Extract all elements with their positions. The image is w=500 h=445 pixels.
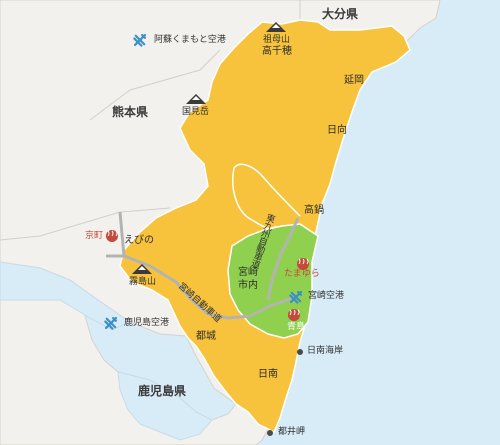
nichinan-coast-label: 日南海岸 xyxy=(307,346,344,356)
kagoshima-bay xyxy=(117,371,213,441)
oita-prefecture-label: 大分県 xyxy=(322,7,359,21)
toi-cape-dot xyxy=(267,430,273,436)
toi-cape-label: 都井岬 xyxy=(278,427,306,437)
hyuga-label: 日向 xyxy=(327,125,347,136)
nichinan-coast-dot xyxy=(297,349,303,355)
takachiho-label: 高千穂 xyxy=(262,46,292,57)
aoshima-onsen-label: 青島 xyxy=(287,322,306,332)
prefecture-border xyxy=(0,0,301,241)
miyazaki-city-label-2: 市内 xyxy=(238,280,258,291)
higashi-kyushu-expressway-line xyxy=(266,217,300,301)
kagoshima-prefecture-label: 鹿児島県 xyxy=(138,384,187,398)
miyazaki-airport-plane-icon xyxy=(289,290,303,304)
aoshima-onsen-icon xyxy=(288,309,300,321)
aso-kumamoto-airport-label: 阿蘇くまもと空港 xyxy=(154,35,226,45)
kirishima-mountain-icon xyxy=(132,264,152,274)
kagoshima-airport-plane-icon xyxy=(104,316,118,330)
nobeoka-label: 延岡 xyxy=(344,75,364,86)
takanabe-label: 高鍋 xyxy=(304,205,324,216)
kunimi-mountain-icon xyxy=(186,94,206,104)
miyazaki-city-label: 宮崎 xyxy=(238,267,258,278)
tamayura-onsen-icon xyxy=(297,258,309,270)
kyomachi-onsen-icon xyxy=(106,230,118,242)
tamayura-onsen-label: たまゆら xyxy=(284,269,320,279)
kunimi-mountain-label: 国見岳 xyxy=(182,107,210,117)
aso-kumamoto-airport-plane-icon xyxy=(133,33,147,47)
kyomachi-onsen-label: 京町 xyxy=(85,231,104,241)
kagoshima-airport-label: 鹿児島空港 xyxy=(124,318,170,328)
nichinan-label: 日南 xyxy=(258,369,278,380)
ebino-label: えびの xyxy=(124,235,154,246)
miyazaki-prefecture xyxy=(119,19,411,434)
miyazaki-expressway-line xyxy=(118,211,293,320)
miyazaki-airport-label: 宮崎空港 xyxy=(308,291,345,301)
sobo-mountain-icon xyxy=(266,22,286,32)
kirishima-mountain-label: 霧島山 xyxy=(129,277,157,287)
western-coast xyxy=(0,261,132,331)
miyakonojo-label: 都城 xyxy=(196,331,216,342)
kumamoto-prefecture-label: 熊本県 xyxy=(112,105,149,119)
internal-boundary xyxy=(232,163,301,230)
sobo-mountain-label: 祖母山 xyxy=(263,35,291,45)
